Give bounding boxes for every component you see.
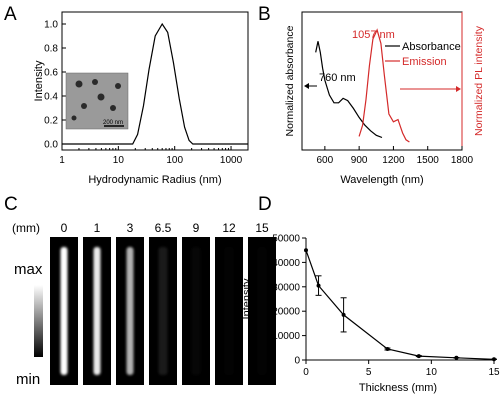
chart-d-x-label: Thickness (mm)	[359, 382, 437, 394]
chart-c-column-label: 12	[222, 221, 236, 235]
chart-d-x-tick-label: 10	[426, 367, 438, 378]
chart-d-y-tick-label: 10000	[272, 331, 300, 342]
chart-b-x-tick-label: 1200	[382, 155, 405, 166]
chart-d-ticks: 0 5 10 15 0 10000 20000 30000 40000 50000	[272, 234, 500, 379]
chart-c-column-label: 1	[94, 221, 101, 235]
chart-c: (mm) 0 1 3 6.5 9 12 15 max min	[12, 221, 276, 388]
chart-c-fluorescence-signal	[126, 247, 134, 375]
chart-c-fluorescence-signal	[224, 247, 234, 375]
nanoparticle	[110, 105, 116, 111]
legend-absorbance: Absorbance	[402, 41, 461, 53]
chart-c-fluorescence-signal	[60, 247, 68, 375]
chart-a-y-tick-label: 0.0	[44, 140, 58, 151]
chart-a-y-tick-label: 0.8	[44, 44, 58, 55]
chart-a-x-tick-label: 1000	[220, 155, 243, 166]
chart-d-error-bars	[315, 275, 497, 360]
chart-a-frame	[61, 11, 249, 151]
legend-emission: Emission	[402, 56, 447, 68]
chart-a-inset: 200 nm	[65, 72, 129, 130]
chart-a-x-tick-label: 10	[113, 155, 125, 166]
chart-a-y-label: Intensity	[33, 60, 45, 101]
chart-d-data-point	[492, 357, 496, 362]
chart-d-data-point	[454, 355, 459, 360]
chart-b-y-label: Normalized absorbance	[284, 25, 296, 136]
chart-a-x-tick-label: 1	[59, 155, 65, 166]
nanoparticle	[97, 93, 105, 101]
chart-c-fluorescence-signal	[93, 247, 101, 375]
chart-d-data-point	[304, 248, 308, 253]
chart-d-y-tick-label: 30000	[272, 282, 300, 293]
chart-b: 600 900 1200 1500 1800 Absorbance Emission 1…	[284, 11, 485, 186]
chart-d-data-point	[385, 347, 390, 352]
chart-b-x-tick-label: 600	[317, 155, 334, 166]
arrow-right-head	[456, 86, 461, 92]
annotation-760nm: 760 nm	[319, 72, 356, 84]
intensity-colorbar	[34, 285, 43, 357]
arrow-left-head	[304, 83, 309, 89]
inset-scale-label: 200 nm	[103, 120, 123, 126]
chart-b-ticks: 600 900 1200 1500 1800	[317, 146, 474, 166]
chart-c-column-label: 6.5	[155, 221, 172, 235]
chart-d-data-point	[416, 354, 421, 359]
panel-label-d: D	[258, 194, 272, 215]
chart-c-column-label: 9	[193, 221, 200, 235]
chart-d-points	[304, 248, 496, 362]
chart-d-y-label: Intensity	[241, 278, 253, 319]
chart-d-x-tick-label: 5	[366, 367, 372, 378]
chart-a-x-tick-label: 100	[166, 155, 183, 166]
panel-label-b: B	[258, 4, 271, 25]
chart-a: 1 10 100 1000 0.0 0.2 0.4 0.6 0.8 1.0 200 nm Inte…	[33, 11, 249, 186]
chart-d-y-tick-label: 50000	[272, 234, 300, 245]
chart-d-y-tick-label: 0	[294, 356, 300, 367]
chart-d-data-point	[341, 312, 346, 317]
chart-d-x-tick-label: 0	[303, 367, 309, 378]
chart-d-intensity-line	[305, 250, 495, 360]
chart-b-x-tick-label: 1800	[451, 155, 474, 166]
chart-c-fluorescence-signal	[257, 247, 267, 375]
chart-c-unit-label: (mm)	[12, 221, 40, 235]
chart-c-columns: 0 1 3 6.5 9 12 15	[50, 221, 276, 385]
chart-a-y-tick-label: 0.6	[44, 68, 58, 79]
annotation-1057nm: 1057 nm	[352, 29, 395, 41]
chart-b-absorbance-line	[315, 41, 383, 139]
nanoparticle	[115, 83, 121, 89]
panel-label-a: A	[4, 4, 17, 25]
chart-c-column-label: 0	[61, 221, 68, 235]
chart-b-emission-line	[358, 28, 410, 143]
colorbar-min-label: min	[16, 371, 40, 388]
chart-d-x-tick-label: 15	[488, 367, 500, 378]
chart-d-y-tick-label: 40000	[272, 258, 300, 269]
chart-d: 0 5 10 15 0 10000 20000 30000 40000 50000 Intensi…	[241, 234, 500, 395]
chart-d-data-point	[316, 283, 321, 288]
nanoparticle	[81, 103, 87, 109]
chart-c-fluorescence-signal	[158, 247, 168, 375]
chart-b-x-label: Wavelength (nm)	[340, 174, 423, 186]
chart-b-x-tick-label: 1500	[417, 155, 440, 166]
chart-d-y-tick-label: 20000	[272, 307, 300, 318]
chart-a-ticks: 1 10 100 1000 0.0 0.2 0.4 0.6 0.8 1.0	[44, 20, 249, 166]
chart-a-y-tick-label: 1.0	[44, 20, 58, 31]
chart-c-column-label: 15	[255, 221, 269, 235]
nanoparticle	[75, 80, 83, 88]
panel-label-c: C	[4, 194, 18, 215]
chart-b-y2-label: Normalized PL intensity	[473, 25, 485, 136]
chart-a-x-label: Hydrodynamic Radius (nm)	[88, 174, 221, 186]
colorbar-max-label: max	[14, 261, 43, 278]
chart-c-fluorescence-signal	[191, 247, 201, 375]
nanoparticle	[71, 115, 77, 121]
chart-c-column-label: 3	[127, 221, 134, 235]
chart-a-y-tick-label: 0.2	[44, 116, 58, 127]
chart-a-y-tick-label: 0.4	[44, 92, 58, 103]
chart-a-size-distribution-line	[62, 22, 248, 145]
chart-b-x-tick-label: 900	[351, 155, 368, 166]
nanoparticle	[92, 79, 98, 85]
